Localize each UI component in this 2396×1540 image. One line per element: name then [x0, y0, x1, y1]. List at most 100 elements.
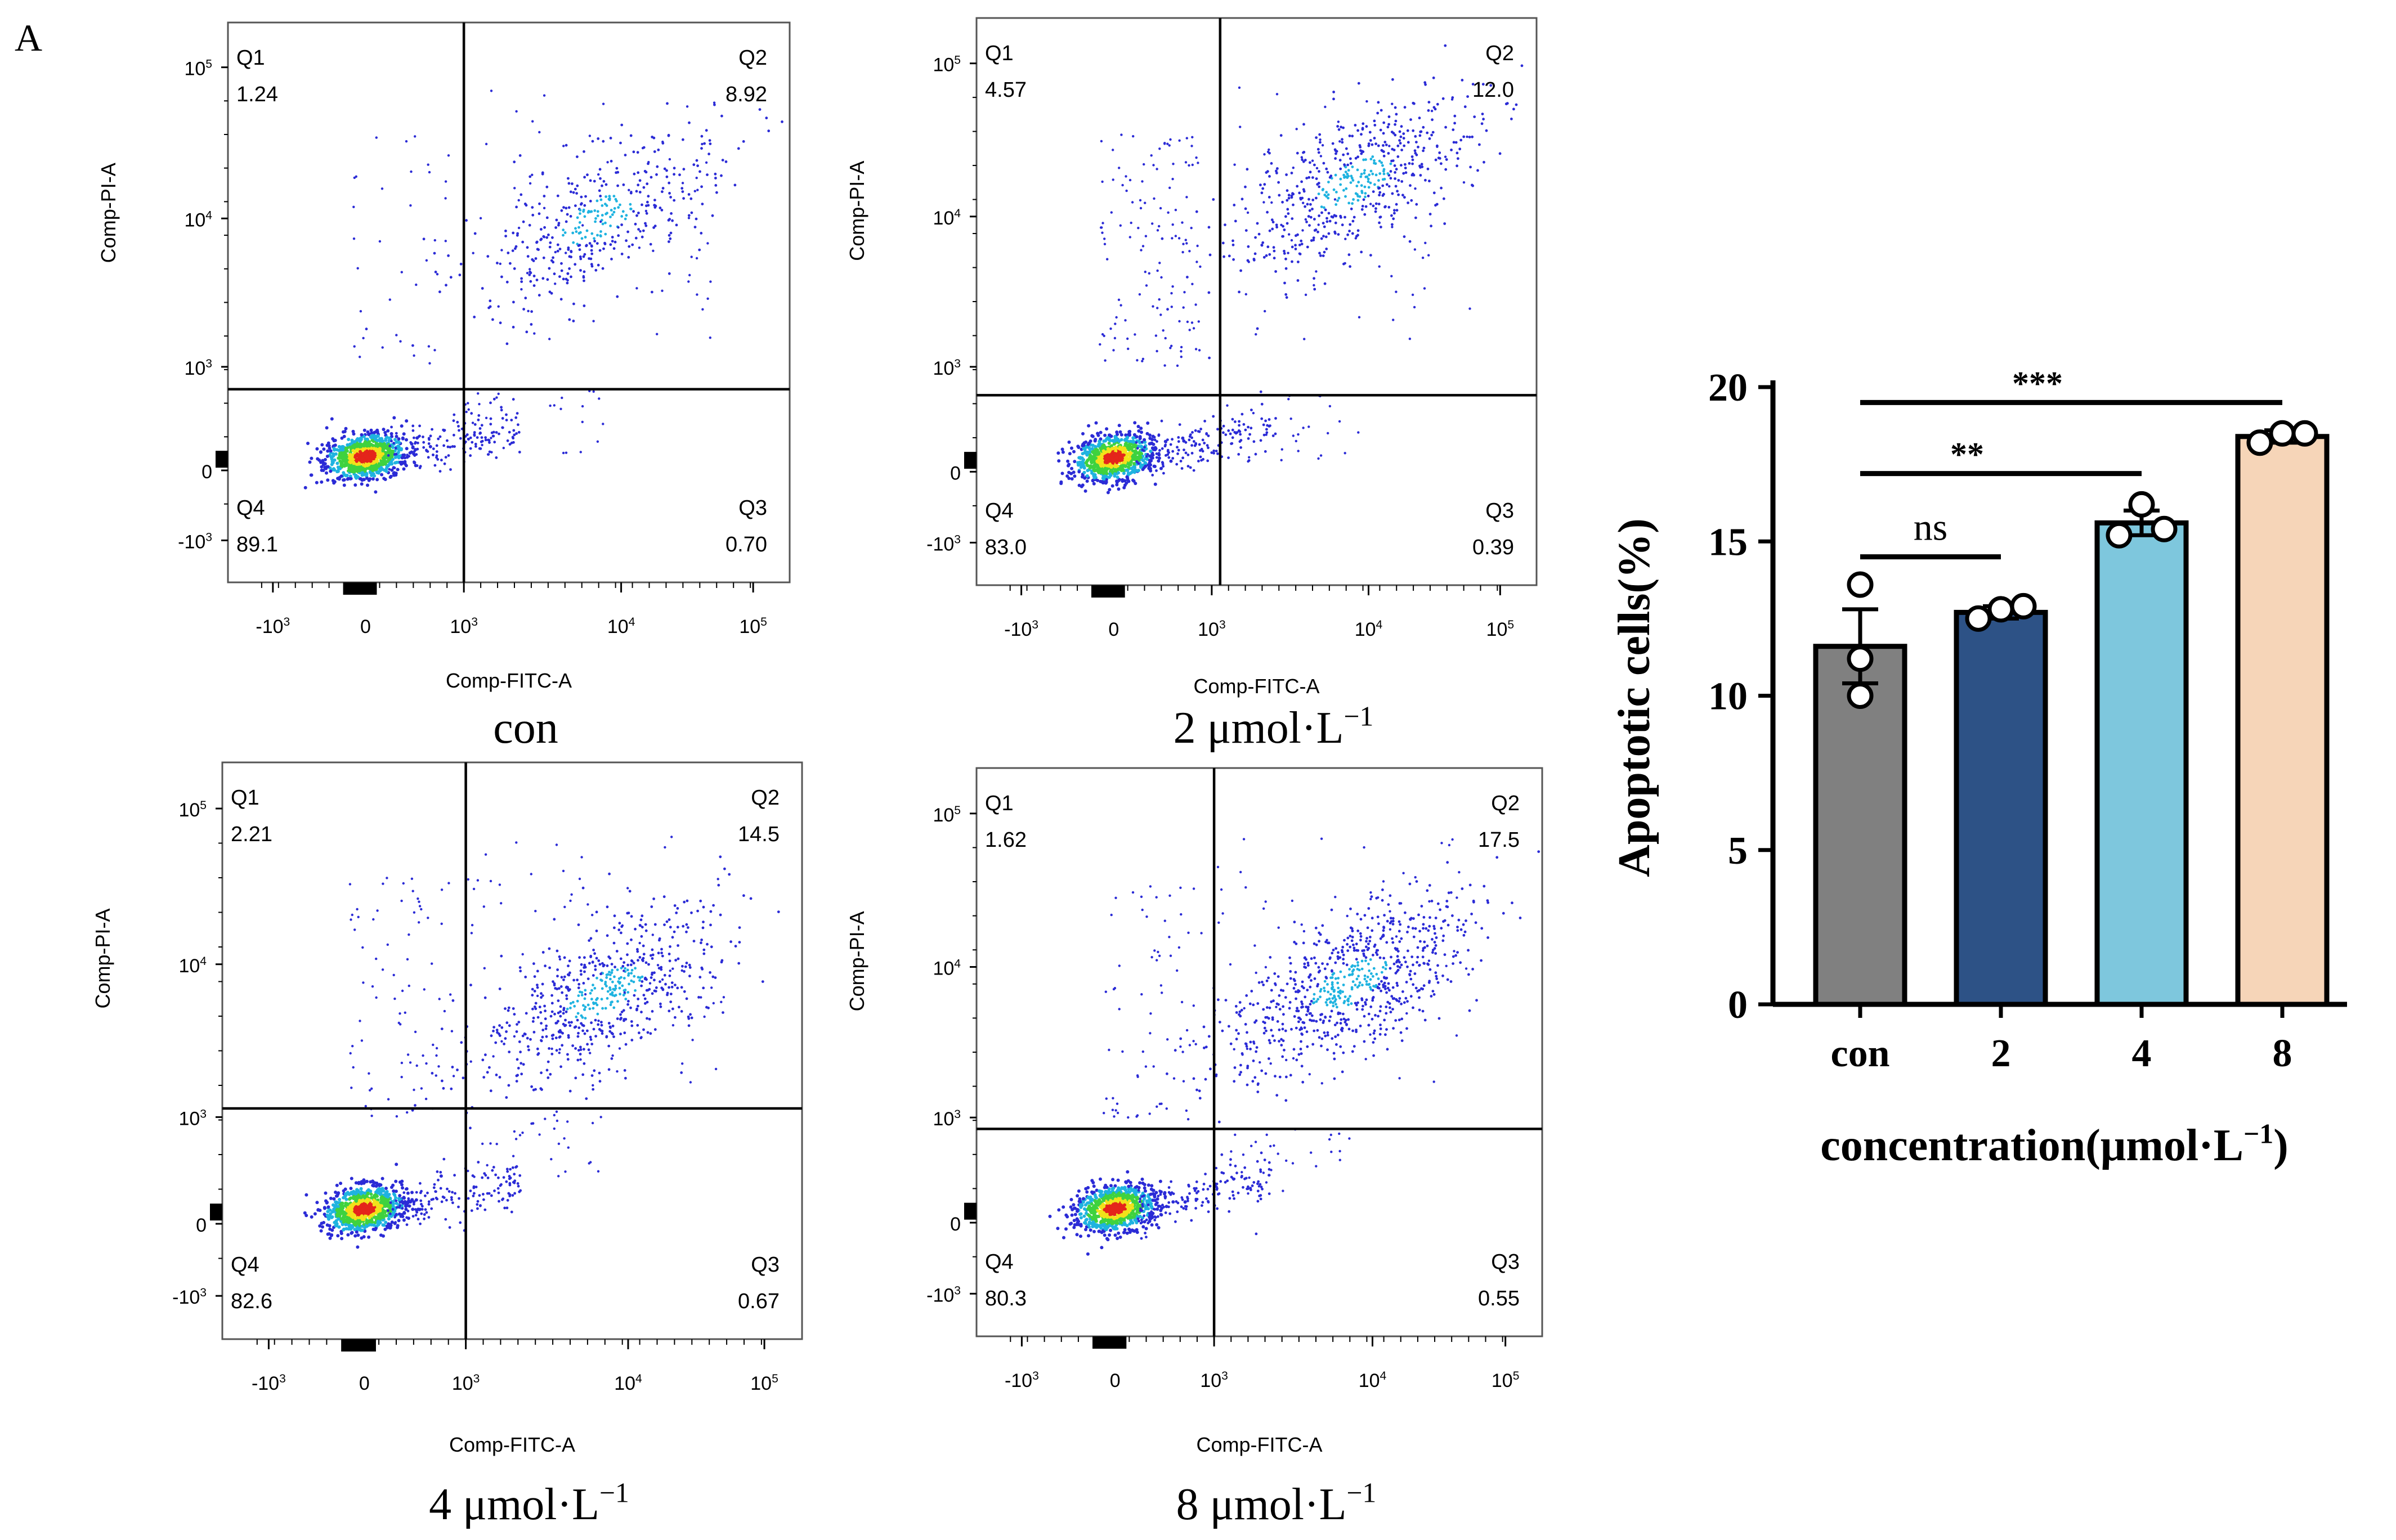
event-dot — [374, 463, 378, 467]
event-dot — [342, 483, 346, 487]
event-dot — [397, 437, 401, 441]
event-dot — [1252, 440, 1256, 443]
event-dot — [444, 197, 447, 200]
event-dot — [544, 964, 547, 968]
event-dot — [613, 207, 616, 210]
event-dot — [1339, 167, 1342, 170]
event-dot — [335, 461, 339, 465]
event-dot — [1380, 226, 1382, 228]
event-dot — [1285, 173, 1288, 176]
event-dot — [1229, 432, 1232, 435]
event-dot — [522, 220, 525, 223]
event-dot — [557, 222, 561, 225]
event-dot — [1092, 476, 1096, 480]
event-dot — [367, 432, 371, 436]
event-dot — [1363, 213, 1367, 216]
event-dot — [541, 1035, 544, 1039]
event-dot — [1319, 138, 1322, 141]
event-dot — [356, 267, 359, 270]
event-dot — [1302, 123, 1305, 126]
event-dot — [1430, 110, 1434, 113]
event-dot — [1199, 455, 1202, 459]
event-dot — [361, 1207, 365, 1211]
event-dot — [433, 464, 437, 467]
event-dot — [1143, 446, 1146, 449]
event-dot — [1140, 430, 1143, 434]
event-dot — [582, 275, 585, 278]
event-dot — [1322, 254, 1325, 257]
event-dot — [1382, 154, 1386, 158]
event-dot — [382, 428, 386, 432]
event-dot — [1268, 418, 1271, 421]
event-dot — [424, 1194, 427, 1197]
event-dot — [1099, 464, 1103, 468]
event-dot — [620, 253, 624, 255]
event-dot — [366, 1188, 370, 1192]
event-dot — [1396, 190, 1399, 193]
event-dot — [438, 290, 441, 294]
event-dot — [360, 1214, 364, 1218]
event-dot — [395, 1201, 398, 1205]
event-dot — [384, 1187, 388, 1190]
event-dot — [1338, 140, 1341, 143]
event-dot — [1191, 163, 1194, 167]
event-dot — [377, 1213, 381, 1216]
event-dot — [1126, 471, 1130, 475]
event-dot — [1415, 203, 1418, 206]
event-dot — [534, 1002, 538, 1005]
event-dot — [501, 1197, 505, 1201]
event-dot — [1182, 243, 1185, 245]
event-dot — [582, 982, 585, 985]
event-dot — [399, 340, 402, 343]
event-dot — [402, 432, 406, 436]
event-dot — [353, 483, 357, 487]
y-axis-label: Comp-PI-A — [845, 161, 868, 261]
event-dot — [1273, 257, 1276, 260]
event-dot — [1287, 194, 1291, 197]
quadrant-name: Q3 — [1485, 499, 1514, 523]
event-dot — [541, 172, 544, 176]
event-dot — [400, 271, 403, 273]
event-dot — [602, 140, 605, 143]
event-dot — [374, 490, 378, 494]
flow-panels: Q11.24Q28.92Q30.70Q489.11051041030-103-1… — [91, 17, 1543, 1529]
event-dot — [1292, 167, 1295, 169]
event-dot — [1327, 432, 1329, 435]
event-dot — [1081, 432, 1085, 435]
event-dot — [1108, 456, 1112, 460]
event-dot — [1113, 336, 1117, 340]
event-dot — [1112, 439, 1116, 443]
event-dot — [592, 390, 595, 393]
event-dot — [401, 436, 405, 440]
event-dot — [465, 219, 468, 222]
event-dot — [500, 249, 503, 252]
event-dot — [1113, 468, 1117, 472]
event-dot — [501, 426, 504, 429]
event-dot — [496, 1187, 500, 1190]
event-dot — [419, 1199, 423, 1202]
event-dot — [1372, 204, 1375, 208]
event-dot — [596, 440, 599, 443]
event-dot — [577, 982, 581, 986]
event-dot — [1381, 194, 1385, 197]
panel-title: 2 μmol·L−1 — [1174, 701, 1374, 753]
event-dot — [1162, 472, 1165, 475]
event-dot — [604, 221, 607, 225]
event-dot — [381, 452, 385, 456]
event-dot — [1100, 455, 1104, 459]
event-dot — [1359, 149, 1362, 152]
event-dot — [347, 1197, 351, 1201]
event-dot — [1305, 221, 1308, 223]
event-dot — [1452, 141, 1455, 144]
event-dot — [1059, 480, 1063, 484]
event-dot — [402, 1191, 406, 1195]
event-dot — [1326, 170, 1329, 174]
event-dot — [1244, 185, 1247, 188]
event-dot — [1109, 469, 1113, 473]
event-dot — [355, 438, 359, 442]
event-dot — [1280, 459, 1283, 461]
event-dot — [596, 234, 599, 237]
event-dot — [1381, 164, 1384, 167]
event-dot — [1382, 121, 1386, 124]
event-dot — [1186, 320, 1189, 324]
